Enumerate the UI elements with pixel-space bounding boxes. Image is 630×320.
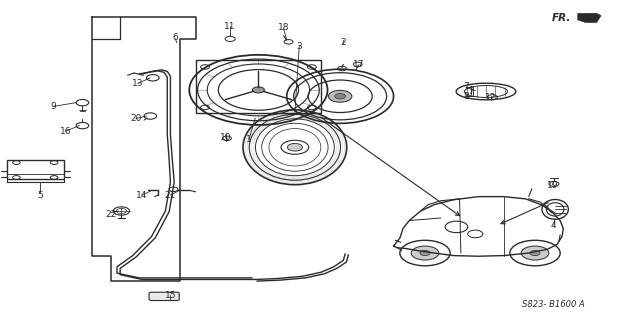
Bar: [7, 160, 64, 179]
Text: 1: 1: [246, 135, 252, 144]
Circle shape: [328, 90, 352, 102]
Polygon shape: [578, 13, 601, 22]
Text: 17: 17: [353, 60, 365, 69]
Text: 20: 20: [130, 114, 142, 123]
Circle shape: [521, 246, 549, 260]
Circle shape: [420, 251, 430, 256]
FancyBboxPatch shape: [149, 292, 179, 300]
Text: 13: 13: [132, 79, 144, 88]
Text: 19: 19: [547, 181, 558, 190]
Text: S823- B1600 A: S823- B1600 A: [522, 300, 585, 308]
Text: 22: 22: [105, 210, 117, 219]
Text: FR.: FR.: [551, 13, 571, 23]
Text: 6: 6: [173, 33, 178, 42]
Text: 21: 21: [164, 190, 176, 200]
Text: 11: 11: [224, 22, 236, 31]
Text: 12: 12: [485, 93, 496, 102]
Text: 14: 14: [137, 190, 148, 200]
Text: 3: 3: [296, 42, 302, 52]
Circle shape: [411, 246, 439, 260]
Circle shape: [335, 93, 345, 99]
Bar: [195, 60, 321, 113]
Circle shape: [287, 143, 302, 151]
Text: 2: 2: [340, 38, 346, 47]
Text: 15: 15: [164, 291, 176, 300]
Circle shape: [530, 251, 540, 256]
Text: 8: 8: [463, 92, 469, 101]
Text: 9: 9: [50, 102, 55, 111]
Text: 7: 7: [463, 82, 469, 91]
Text: 10: 10: [220, 132, 231, 141]
Text: 18: 18: [278, 23, 289, 32]
Circle shape: [253, 87, 265, 93]
Text: 5: 5: [37, 190, 43, 200]
Text: 16: 16: [60, 127, 71, 136]
Text: 4: 4: [551, 221, 557, 230]
